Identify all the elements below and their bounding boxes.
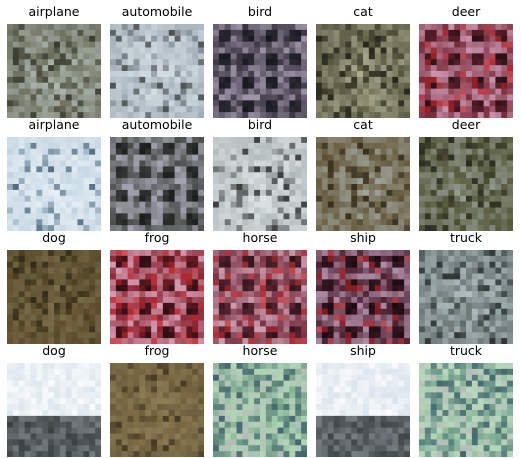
class-label: deer — [451, 4, 481, 19]
class-label: cat — [353, 4, 373, 19]
class-label: horse — [242, 230, 278, 245]
generated-image — [213, 137, 307, 231]
class-label: ship — [350, 230, 376, 245]
class-label: automobile — [121, 117, 193, 132]
class-label: dog — [42, 343, 66, 358]
sample-cell: bird — [213, 116, 307, 231]
generated-image — [316, 363, 410, 457]
generated-image — [316, 24, 410, 118]
generated-image — [419, 250, 513, 344]
sample-cell: bird — [213, 3, 307, 118]
generated-image — [316, 137, 410, 231]
generated-image — [419, 137, 513, 231]
sample-cell: dog — [7, 229, 101, 344]
class-label: airplane — [28, 4, 80, 19]
generated-image — [419, 363, 513, 457]
generated-image — [316, 250, 410, 344]
class-label: ship — [350, 343, 376, 358]
sample-cell: automobile — [110, 3, 204, 118]
sample-cell: truck — [419, 229, 513, 344]
class-label: bird — [247, 4, 273, 19]
class-label: airplane — [28, 117, 80, 132]
sample-cell: deer — [419, 3, 513, 118]
generated-image — [7, 363, 101, 457]
class-label: deer — [451, 117, 481, 132]
generated-image — [213, 24, 307, 118]
generated-image — [7, 250, 101, 344]
class-label: frog — [144, 230, 170, 245]
sample-cell: horse — [213, 342, 307, 457]
sample-cell: dog — [7, 342, 101, 457]
class-label: dog — [42, 230, 66, 245]
class-label: bird — [247, 117, 273, 132]
sample-cell: airplane — [7, 3, 101, 118]
sample-cell: horse — [213, 229, 307, 344]
sample-cell: ship — [316, 229, 410, 344]
generated-image — [110, 24, 204, 118]
generated-image — [7, 137, 101, 231]
class-label: cat — [353, 117, 373, 132]
sample-cell: cat — [316, 116, 410, 231]
generated-image — [213, 363, 307, 457]
generated-image — [7, 24, 101, 118]
sample-cell: airplane — [7, 116, 101, 231]
class-label: frog — [144, 343, 170, 358]
sample-cell: cat — [316, 3, 410, 118]
generated-image — [419, 24, 513, 118]
sample-cell: deer — [419, 116, 513, 231]
class-label: truck — [449, 343, 483, 358]
sample-cell: frog — [110, 229, 204, 344]
class-label: truck — [449, 230, 483, 245]
generated-image — [213, 250, 307, 344]
class-label: horse — [242, 343, 278, 358]
generated-image — [110, 250, 204, 344]
generated-image — [110, 363, 204, 457]
sample-cell: frog — [110, 342, 204, 457]
sample-cell: ship — [316, 342, 410, 457]
generated-image — [110, 137, 204, 231]
class-label: automobile — [121, 4, 193, 19]
sample-cell: truck — [419, 342, 513, 457]
sample-cell: automobile — [110, 116, 204, 231]
